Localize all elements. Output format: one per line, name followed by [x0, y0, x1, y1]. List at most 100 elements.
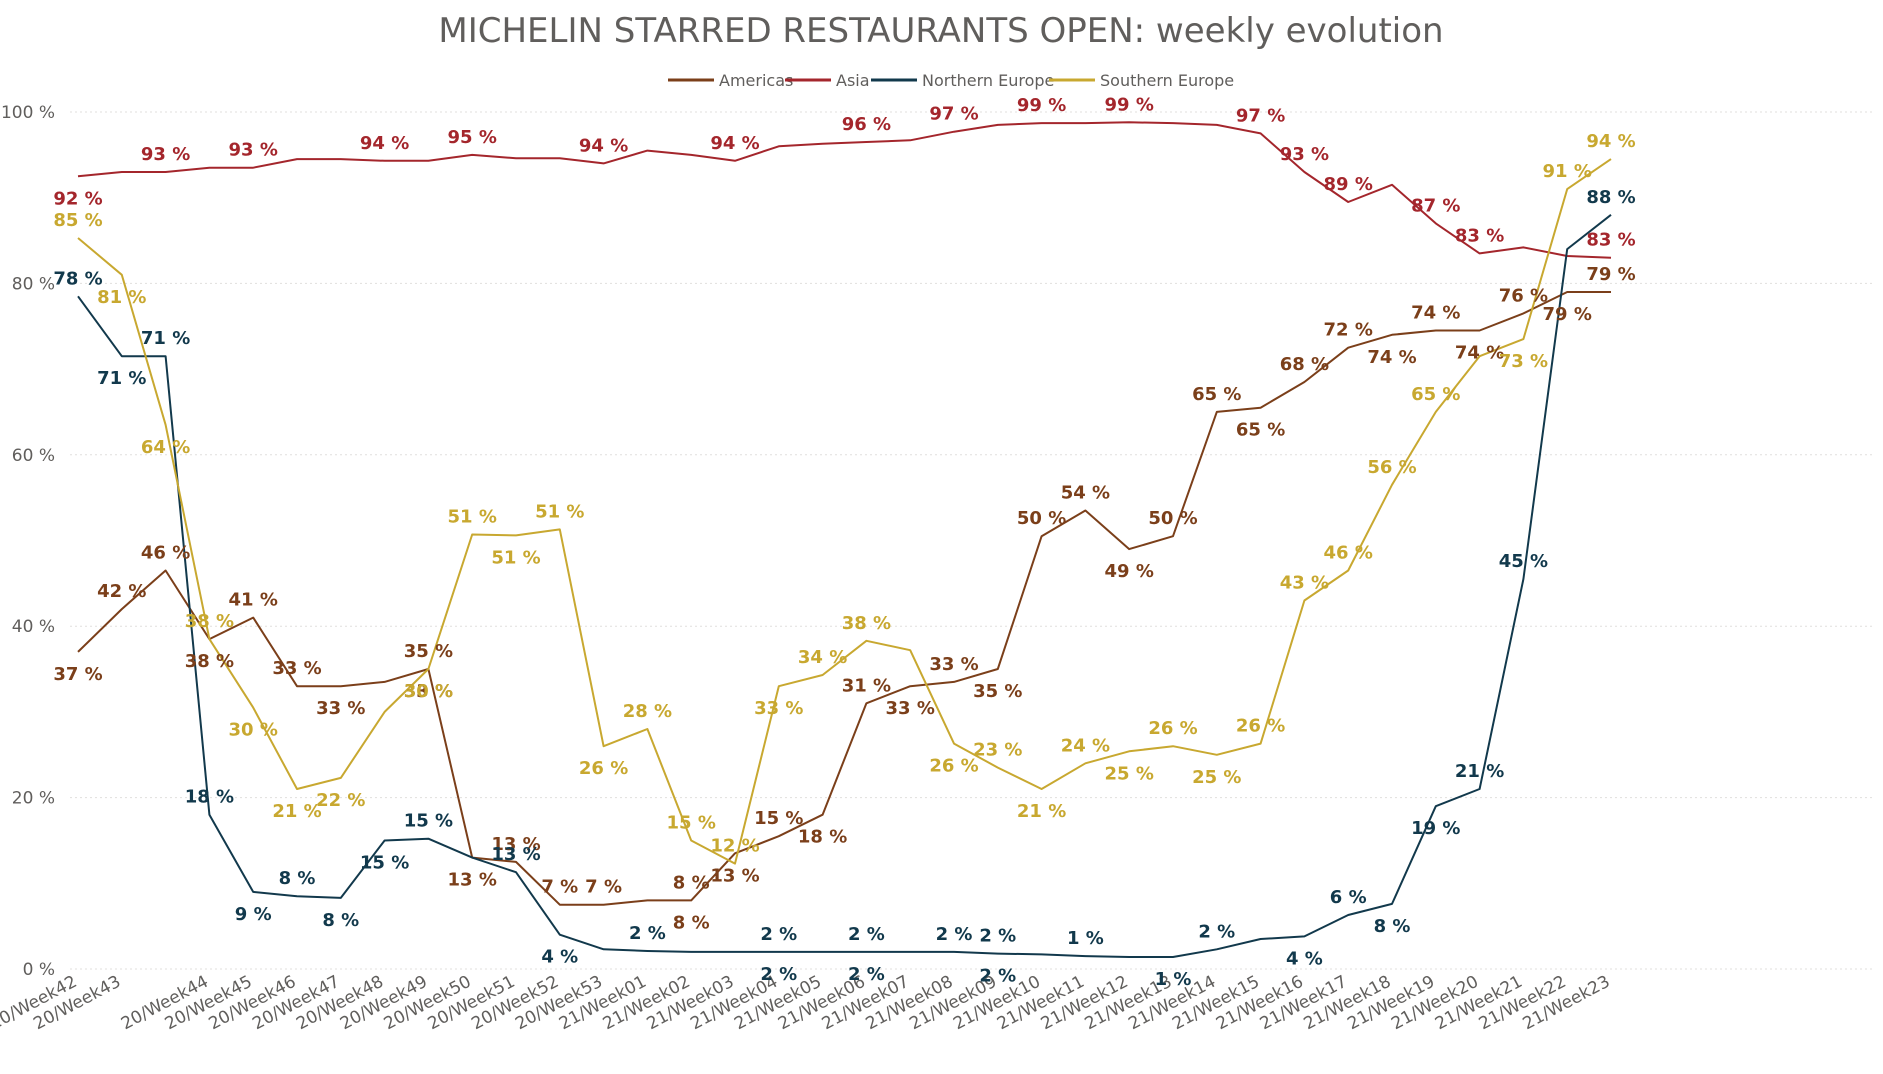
data-label-southern-europe: 51 % — [535, 501, 584, 522]
data-label-asia: 94 % — [579, 135, 628, 156]
data-label-southern-europe: 43 % — [1280, 572, 1329, 593]
gridlines — [70, 111, 1872, 970]
data-label-southern-europe: 23 % — [973, 740, 1022, 761]
data-label-asia: 92 % — [53, 188, 102, 209]
data-label-asia: 93 % — [1280, 144, 1329, 165]
y-tick-label: 0 % — [23, 960, 55, 980]
data-label-northern-europe: 4 % — [1286, 948, 1323, 969]
data-label-southern-europe: 25 % — [1192, 767, 1241, 788]
legend-label-northern-europe: Northern Europe — [922, 71, 1054, 90]
data-label-americas: 7 % — [541, 877, 578, 898]
data-label-northern-europe: 18 % — [185, 787, 234, 808]
data-label-americas: 50 % — [1148, 508, 1197, 529]
data-label-americas: 13 % — [448, 870, 497, 891]
data-label-northern-europe: 2 % — [979, 926, 1016, 947]
data-label-southern-europe: 30 % — [404, 681, 453, 702]
data-label-northern-europe: 78 % — [53, 268, 102, 289]
data-label-northern-europe: 21 % — [1455, 761, 1504, 782]
data-label-northern-europe: 45 % — [1499, 551, 1548, 572]
data-label-asia: 94 % — [710, 133, 759, 154]
data-label-northern-europe: 71 % — [141, 328, 190, 349]
data-label-northern-europe: 8 % — [1374, 916, 1411, 937]
data-label-southern-europe: 34 % — [798, 647, 847, 668]
data-label-asia: 93 % — [141, 144, 190, 165]
data-label-southern-europe: 26 % — [1148, 718, 1197, 739]
data-label-americas: 38 % — [185, 651, 234, 672]
data-label-southern-europe: 21 % — [1017, 801, 1066, 822]
data-label-americas: 79 % — [1543, 304, 1592, 325]
data-labels: 37 % 42 % 46 % 38 % 41 % 33 % 33 % 33 % 35 % 13 %… — [53, 94, 1635, 990]
legend: Americas Asia Northern Europe Southern Euro… — [668, 71, 1234, 90]
data-label-asia: 94 % — [360, 133, 409, 154]
data-label-southern-europe: 46 % — [1324, 542, 1373, 563]
data-label-southern-europe: 38 % — [842, 613, 891, 634]
data-label-americas: 33 % — [929, 654, 978, 675]
data-label-northern-europe: 8 % — [322, 910, 359, 931]
data-label-northern-europe: 2 % — [1198, 921, 1235, 942]
data-label-southern-europe: 85 % — [53, 210, 102, 231]
data-label-americas: 76 % — [1499, 285, 1548, 306]
chart-title: MICHELIN STARRED RESTAURANTS OPEN: weekl… — [438, 11, 1443, 51]
data-label-americas: 35 % — [404, 641, 453, 662]
data-label-southern-europe: 65 % — [1411, 384, 1460, 405]
data-label-northern-europe: 2 % — [760, 964, 797, 985]
y-tick-label: 20 % — [12, 789, 55, 809]
data-label-northern-europe: 6 % — [1330, 887, 1367, 908]
data-label-northern-europe: 1 % — [1155, 969, 1192, 990]
data-label-southern-europe: 94 % — [1586, 131, 1635, 152]
data-label-northern-europe: 88 % — [1586, 187, 1635, 208]
legend-label-southern-europe: Southern Europe — [1100, 71, 1234, 90]
data-label-southern-europe: 33 % — [754, 698, 803, 719]
data-label-americas: 33 % — [272, 658, 321, 679]
data-label-americas: 18 % — [798, 827, 847, 848]
series-lines — [77, 121, 1612, 958]
data-label-southern-europe: 26 % — [1236, 716, 1285, 737]
data-label-americas: 7 % — [585, 877, 622, 898]
data-label-southern-europe: 24 % — [1061, 735, 1110, 756]
data-label-southern-europe: 28 % — [623, 701, 672, 722]
x-axis: 20/Week4220/Week4320/Week4420/Week4520/W… — [0, 972, 1613, 1035]
data-label-americas: 65 % — [1192, 384, 1241, 405]
data-label-northern-europe: 9 % — [235, 904, 272, 925]
data-label-americas: 8 % — [673, 912, 710, 933]
data-label-southern-europe: 73 % — [1499, 351, 1548, 372]
data-label-southern-europe: 21 % — [272, 801, 321, 822]
data-label-asia: 87 % — [1411, 195, 1460, 216]
data-label-northern-europe: 2 % — [936, 924, 973, 945]
data-label-southern-europe: 26 % — [579, 758, 628, 779]
y-tick-label: 40 % — [12, 617, 55, 637]
data-label-americas: 68 % — [1280, 354, 1329, 375]
data-label-americas: 37 % — [53, 664, 102, 685]
series-line-americas — [77, 291, 1611, 906]
data-label-americas: 54 % — [1061, 483, 1110, 504]
legend-label-asia: Asia — [836, 71, 870, 90]
data-label-americas: 72 % — [1324, 320, 1373, 341]
data-label-americas: 15 % — [754, 808, 803, 829]
data-label-americas: 42 % — [97, 581, 146, 602]
data-label-northern-europe: 71 % — [97, 368, 146, 389]
data-label-asia: 83 % — [1586, 230, 1635, 251]
series-line-northern-europe — [77, 214, 1612, 958]
data-label-americas: 33 % — [316, 698, 365, 719]
data-label-americas: 35 % — [973, 681, 1022, 702]
data-label-americas: 33 % — [404, 681, 453, 702]
data-label-americas: 41 % — [229, 590, 278, 611]
data-label-southern-europe: 64 % — [141, 437, 190, 458]
data-label-americas: 33 % — [886, 698, 935, 719]
data-label-northern-europe: 2 % — [848, 964, 885, 985]
data-label-southern-europe: 56 % — [1367, 457, 1416, 478]
series-line-southern-europe — [77, 158, 1612, 865]
data-label-southern-europe: 51 % — [491, 547, 540, 568]
data-label-northern-europe: 2 % — [760, 924, 797, 945]
data-label-americas: 79 % — [1586, 264, 1635, 285]
data-label-northern-europe: 2 % — [979, 966, 1016, 987]
data-label-americas: 74 % — [1367, 347, 1416, 368]
data-label-northern-europe: 19 % — [1411, 818, 1460, 839]
data-label-southern-europe: 81 % — [97, 287, 146, 308]
data-label-americas: 8 % — [673, 872, 710, 893]
data-label-asia: 97 % — [929, 104, 978, 125]
data-label-americas: 46 % — [141, 542, 190, 563]
data-label-asia: 95 % — [448, 127, 497, 148]
data-label-northern-europe: 13 % — [491, 844, 540, 865]
